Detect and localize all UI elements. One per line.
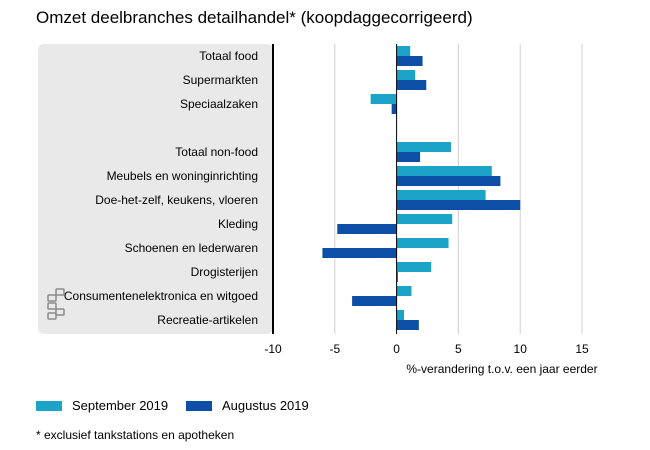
bar-augustus [396, 176, 501, 186]
category-label: Recreatie-artikelen [157, 313, 258, 327]
category-label: Meubels en woninginrichting [107, 169, 258, 183]
chart-title: Omzet deelbranches detailhandel* (koopda… [36, 8, 473, 27]
category-label: Doe-het-zelf, keukens, vloeren [95, 193, 258, 207]
category-label: Consumentenelektronica en witgoed [64, 289, 258, 303]
bar-september [396, 310, 405, 320]
legend-label-september: September 2019 [72, 398, 169, 413]
bar-september [396, 166, 492, 176]
legend-item-september: September 2019 [36, 398, 168, 413]
bar-augustus [396, 80, 427, 90]
x-axis-label: %-verandering t.o.v. een jaar eerder [406, 362, 597, 376]
x-tick-label: 15 [575, 342, 589, 356]
category-label: Drogisterijen [191, 265, 258, 279]
legend-swatch-september [36, 400, 62, 411]
bar-augustus [391, 104, 397, 114]
category-label: Totaal non-food [175, 145, 258, 159]
bar-augustus [396, 152, 421, 162]
x-tick-label: 5 [455, 342, 462, 356]
bar-september [396, 70, 416, 80]
bar-augustus [322, 248, 397, 258]
bar-september [396, 214, 453, 224]
x-tick-label: 0 [393, 342, 400, 356]
x-tick-label: -10 [264, 342, 282, 356]
bar-september [396, 190, 486, 200]
bar-augustus [337, 224, 397, 234]
category-label: Totaal food [199, 49, 258, 63]
bar-september [396, 262, 432, 272]
legend-swatch-augustus [186, 400, 212, 411]
legend-label-augustus: Augustus 2019 [222, 398, 309, 413]
bars [322, 46, 521, 330]
bar-chart: Totaal food Supermarkten Speciaalzaken Tota… [38, 44, 598, 376]
legend-item-augustus: Augustus 2019 [186, 398, 309, 413]
bar-september [396, 238, 449, 248]
bar-augustus [396, 200, 521, 210]
bar-september [396, 142, 451, 152]
label-panel [38, 44, 273, 334]
bar-augustus [352, 296, 397, 306]
x-tick-label: 10 [514, 342, 528, 356]
category-label: Kleding [218, 217, 258, 231]
footnote: * exclusief tankstations en apotheken [36, 428, 235, 442]
bar-augustus [396, 320, 419, 330]
bar-augustus [396, 272, 398, 282]
category-label: Speciaalzaken [180, 97, 258, 111]
x-tick-labels: -10 -5 0 5 10 15 [264, 342, 589, 356]
category-labels: Totaal food Supermarkten Speciaalzaken Tota… [64, 49, 258, 327]
x-tick-label: -5 [329, 342, 340, 356]
bar-september [370, 94, 397, 104]
bar-september [396, 46, 411, 56]
category-label: Schoenen en lederwaren [125, 241, 258, 255]
bar-september [396, 286, 412, 296]
cbs-logo-icon [47, 288, 65, 320]
category-label: Supermarkten [183, 73, 258, 87]
vertical-gridlines [272, 44, 583, 334]
bar-augustus [396, 56, 423, 66]
